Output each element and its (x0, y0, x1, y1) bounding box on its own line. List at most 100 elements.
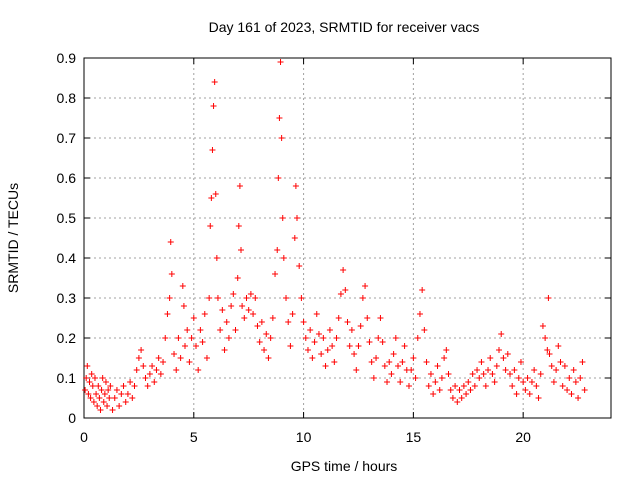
data-point (511, 367, 518, 373)
data-point (228, 303, 235, 309)
data-point (236, 183, 243, 189)
data-point (311, 339, 318, 345)
data-point (430, 391, 437, 397)
y-tick-label: 0.1 (57, 370, 77, 386)
data-point (427, 371, 434, 377)
data-point (101, 391, 108, 397)
data-point (142, 375, 149, 381)
data-point (434, 363, 441, 369)
grid-lines (84, 58, 611, 418)
y-tick-label: 0.8 (57, 90, 77, 106)
data-point (436, 387, 443, 393)
data-point (528, 379, 535, 385)
data-point (333, 335, 340, 341)
data-point (107, 383, 114, 389)
data-point (232, 327, 239, 333)
data-point (355, 343, 362, 349)
data-point (566, 375, 573, 381)
data-point (471, 383, 478, 389)
data-point (302, 335, 309, 341)
data-point (164, 311, 171, 317)
data-point (217, 327, 224, 333)
data-point (274, 247, 281, 253)
data-point (138, 347, 145, 353)
data-point (144, 383, 151, 389)
data-point (568, 391, 575, 397)
x-tick-label: 5 (190, 429, 198, 445)
y-tick-label: 0.2 (57, 330, 77, 346)
data-point (320, 335, 327, 341)
data-point (140, 363, 147, 369)
data-point (364, 315, 371, 321)
data-point (368, 359, 375, 365)
data-point (414, 335, 421, 341)
data-point (545, 295, 552, 301)
data-point (309, 355, 316, 361)
data-point (392, 335, 399, 341)
data-point (480, 371, 487, 377)
data-point (300, 319, 307, 325)
data-point (381, 363, 388, 369)
data-point (377, 315, 384, 321)
data-point (223, 319, 230, 325)
data-point (370, 375, 377, 381)
data-point (118, 391, 125, 397)
data-point (214, 295, 221, 301)
data-point (167, 239, 174, 245)
data-point (449, 395, 456, 401)
data-point (83, 375, 90, 381)
data-point (421, 327, 428, 333)
data-point (353, 367, 360, 373)
data-point (465, 379, 472, 385)
data-point (522, 387, 529, 393)
data-point (384, 379, 391, 385)
x-tick-label: 0 (80, 429, 88, 445)
data-point (192, 343, 199, 349)
data-point (245, 307, 252, 313)
data-point (287, 343, 294, 349)
data-point (454, 399, 461, 405)
plot-frame (83, 57, 612, 419)
data-point (151, 379, 158, 385)
data-point (230, 291, 237, 297)
data-point (201, 311, 208, 317)
data-point (252, 295, 259, 301)
data-point (498, 331, 505, 337)
data-point (289, 311, 296, 317)
data-point (524, 375, 531, 381)
data-point (104, 403, 111, 409)
data-point (476, 375, 483, 381)
data-point (221, 347, 228, 353)
data-point (234, 275, 241, 281)
axis-ticks: 0 0.1 0.2 0.3 0.4 0.5 0.6 0.7 0.8 0.9 0 5 10 15 20 (57, 50, 611, 445)
data-point (160, 359, 167, 365)
data-point (307, 327, 314, 333)
data-point (324, 347, 331, 353)
data-point (256, 339, 263, 345)
data-point (425, 383, 432, 389)
data-point (410, 355, 417, 361)
data-point (182, 343, 189, 349)
data-point (581, 387, 588, 393)
data-point (279, 215, 286, 221)
data-point (485, 367, 492, 373)
data-point (265, 355, 272, 361)
data-point (550, 379, 557, 385)
data-point (127, 379, 134, 385)
data-point (247, 291, 254, 297)
data-point (225, 335, 232, 341)
data-point (135, 355, 142, 361)
data-point (109, 407, 116, 413)
data-point (559, 383, 566, 389)
data-point (105, 387, 112, 393)
data-point (390, 351, 397, 357)
data-point (85, 391, 92, 397)
data-point (116, 403, 123, 409)
data-point (298, 295, 305, 301)
data-point (577, 375, 584, 381)
data-point (570, 367, 577, 373)
data-point (579, 359, 586, 365)
data-point (531, 367, 538, 373)
data-point (175, 335, 182, 341)
